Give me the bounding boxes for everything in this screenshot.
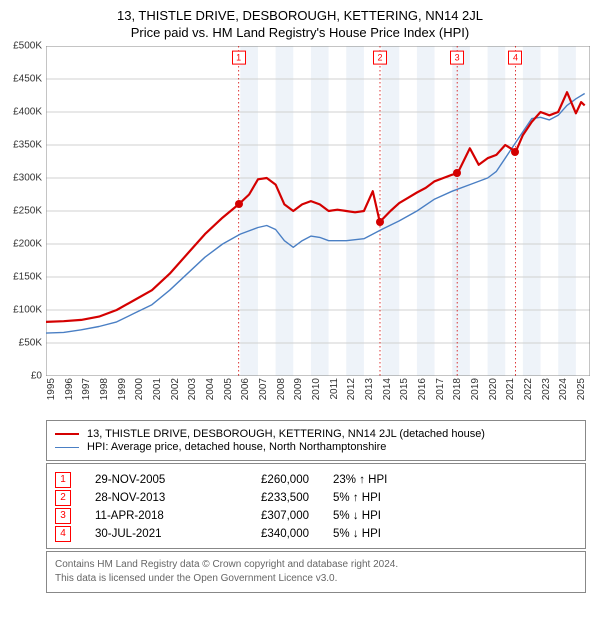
legend-label: HPI: Average price, detached house, Nort… [87,441,386,453]
transaction-diff: 5% ↓ HPI [333,528,381,540]
x-tick-label: 1999 [117,378,128,400]
transaction-price: £260,000 [229,474,309,486]
transaction-marker: 4 [55,526,71,542]
x-tick-label: 1997 [81,378,92,400]
x-tick-label: 2023 [541,378,552,400]
legend-item: HPI: Average price, detached house, Nort… [55,441,577,453]
source-line-1: Contains HM Land Registry data © Crown c… [55,558,577,572]
legend-swatch [55,433,79,435]
x-tick-label: 2012 [346,378,357,400]
transaction-marker: 1 [55,472,71,488]
chart-marker: 4 [508,50,522,64]
y-tick-label: £350K [13,140,42,151]
source-line-2: This data is licensed under the Open Gov… [55,572,577,586]
x-tick-label: 2013 [364,378,375,400]
transaction-date: 29-NOV-2005 [95,474,205,486]
transaction-diff: 5% ↑ HPI [333,492,381,504]
transaction-date: 28-NOV-2013 [95,492,205,504]
y-tick-label: £100K [13,305,42,316]
x-tick-label: 2022 [523,378,534,400]
x-tick-label: 2006 [240,378,251,400]
chart-titles: 13, THISTLE DRIVE, DESBOROUGH, KETTERING… [4,8,596,40]
transaction-row: 3 11-APR-2018 £307,000 5% ↓ HPI [55,508,577,524]
x-tick-label: 2010 [311,378,322,400]
sale-dot [376,218,384,226]
y-tick-label: £500K [13,41,42,52]
x-tick-label: 2007 [258,378,269,400]
transaction-row: 2 28-NOV-2013 £233,500 5% ↑ HPI [55,490,577,506]
x-tick-label: 2017 [435,378,446,400]
x-tick-label: 2021 [505,378,516,400]
transaction-marker: 3 [55,508,71,524]
y-tick-label: £50K [19,338,42,349]
x-tick-label: 2009 [293,378,304,400]
transaction-date: 30-JUL-2021 [95,528,205,540]
transaction-marker: 2 [55,490,71,506]
x-tick-label: 2001 [152,378,163,400]
x-tick-label: 2018 [452,378,463,400]
legend-label: 13, THISTLE DRIVE, DESBOROUGH, KETTERING… [87,428,485,440]
x-tick-label: 2025 [576,378,587,400]
transaction-price: £340,000 [229,528,309,540]
chart-marker: 3 [450,50,464,64]
y-tick-label: £450K [13,74,42,85]
x-tick-label: 2020 [488,378,499,400]
y-tick-label: £400K [13,107,42,118]
title-subtitle: Price paid vs. HM Land Registry's House … [4,25,596,40]
chart-marker: 1 [232,50,246,64]
y-tick-label: £300K [13,173,42,184]
transaction-price: £233,500 [229,492,309,504]
transaction-diff: 5% ↓ HPI [333,510,381,522]
legend-item: 13, THISTLE DRIVE, DESBOROUGH, KETTERING… [55,428,577,440]
x-tick-label: 2004 [205,378,216,400]
x-tick-label: 2016 [417,378,428,400]
y-tick-label: £0 [31,371,42,382]
y-tick-label: £150K [13,272,42,283]
y-tick-label: £250K [13,206,42,217]
x-tick-label: 2003 [187,378,198,400]
x-tick-label: 2024 [558,378,569,400]
transaction-row: 4 30-JUL-2021 £340,000 5% ↓ HPI [55,526,577,542]
sale-dot [235,200,243,208]
x-tick-label: 1998 [99,378,110,400]
transaction-diff: 23% ↑ HPI [333,474,387,486]
x-tick-label: 2000 [134,378,145,400]
x-tick-label: 1995 [46,378,57,400]
source-attribution: Contains HM Land Registry data © Crown c… [46,551,586,593]
legend-swatch [55,447,79,448]
x-tick-label: 2015 [399,378,410,400]
sale-dot [511,148,519,156]
chart-area: £0£50K£100K£150K£200K£250K£300K£350K£400… [46,46,590,376]
legend: 13, THISTLE DRIVE, DESBOROUGH, KETTERING… [46,420,586,461]
x-tick-label: 2005 [223,378,234,400]
x-tick-label: 2019 [470,378,481,400]
x-tick-label: 2008 [276,378,287,400]
x-tick-label: 2002 [170,378,181,400]
x-tick-label: 2011 [329,378,340,400]
sale-dot [453,169,461,177]
x-tick-label: 1996 [64,378,75,400]
x-axis-labels: 1995 1996 1997 1998 1999 2000 2001 2002 2003 2004… [46,376,590,418]
transactions-table: 1 29-NOV-2005 £260,000 23% ↑ HPI 2 28-NOV-201… [46,463,586,549]
title-address: 13, THISTLE DRIVE, DESBOROUGH, KETTERING… [4,8,596,23]
x-tick-label: 2014 [382,378,393,400]
transaction-date: 11-APR-2018 [95,510,205,522]
line-chart-svg [46,46,590,376]
transaction-price: £307,000 [229,510,309,522]
transaction-row: 1 29-NOV-2005 £260,000 23% ↑ HPI [55,472,577,488]
chart-marker: 2 [373,50,387,64]
y-tick-label: £200K [13,239,42,250]
